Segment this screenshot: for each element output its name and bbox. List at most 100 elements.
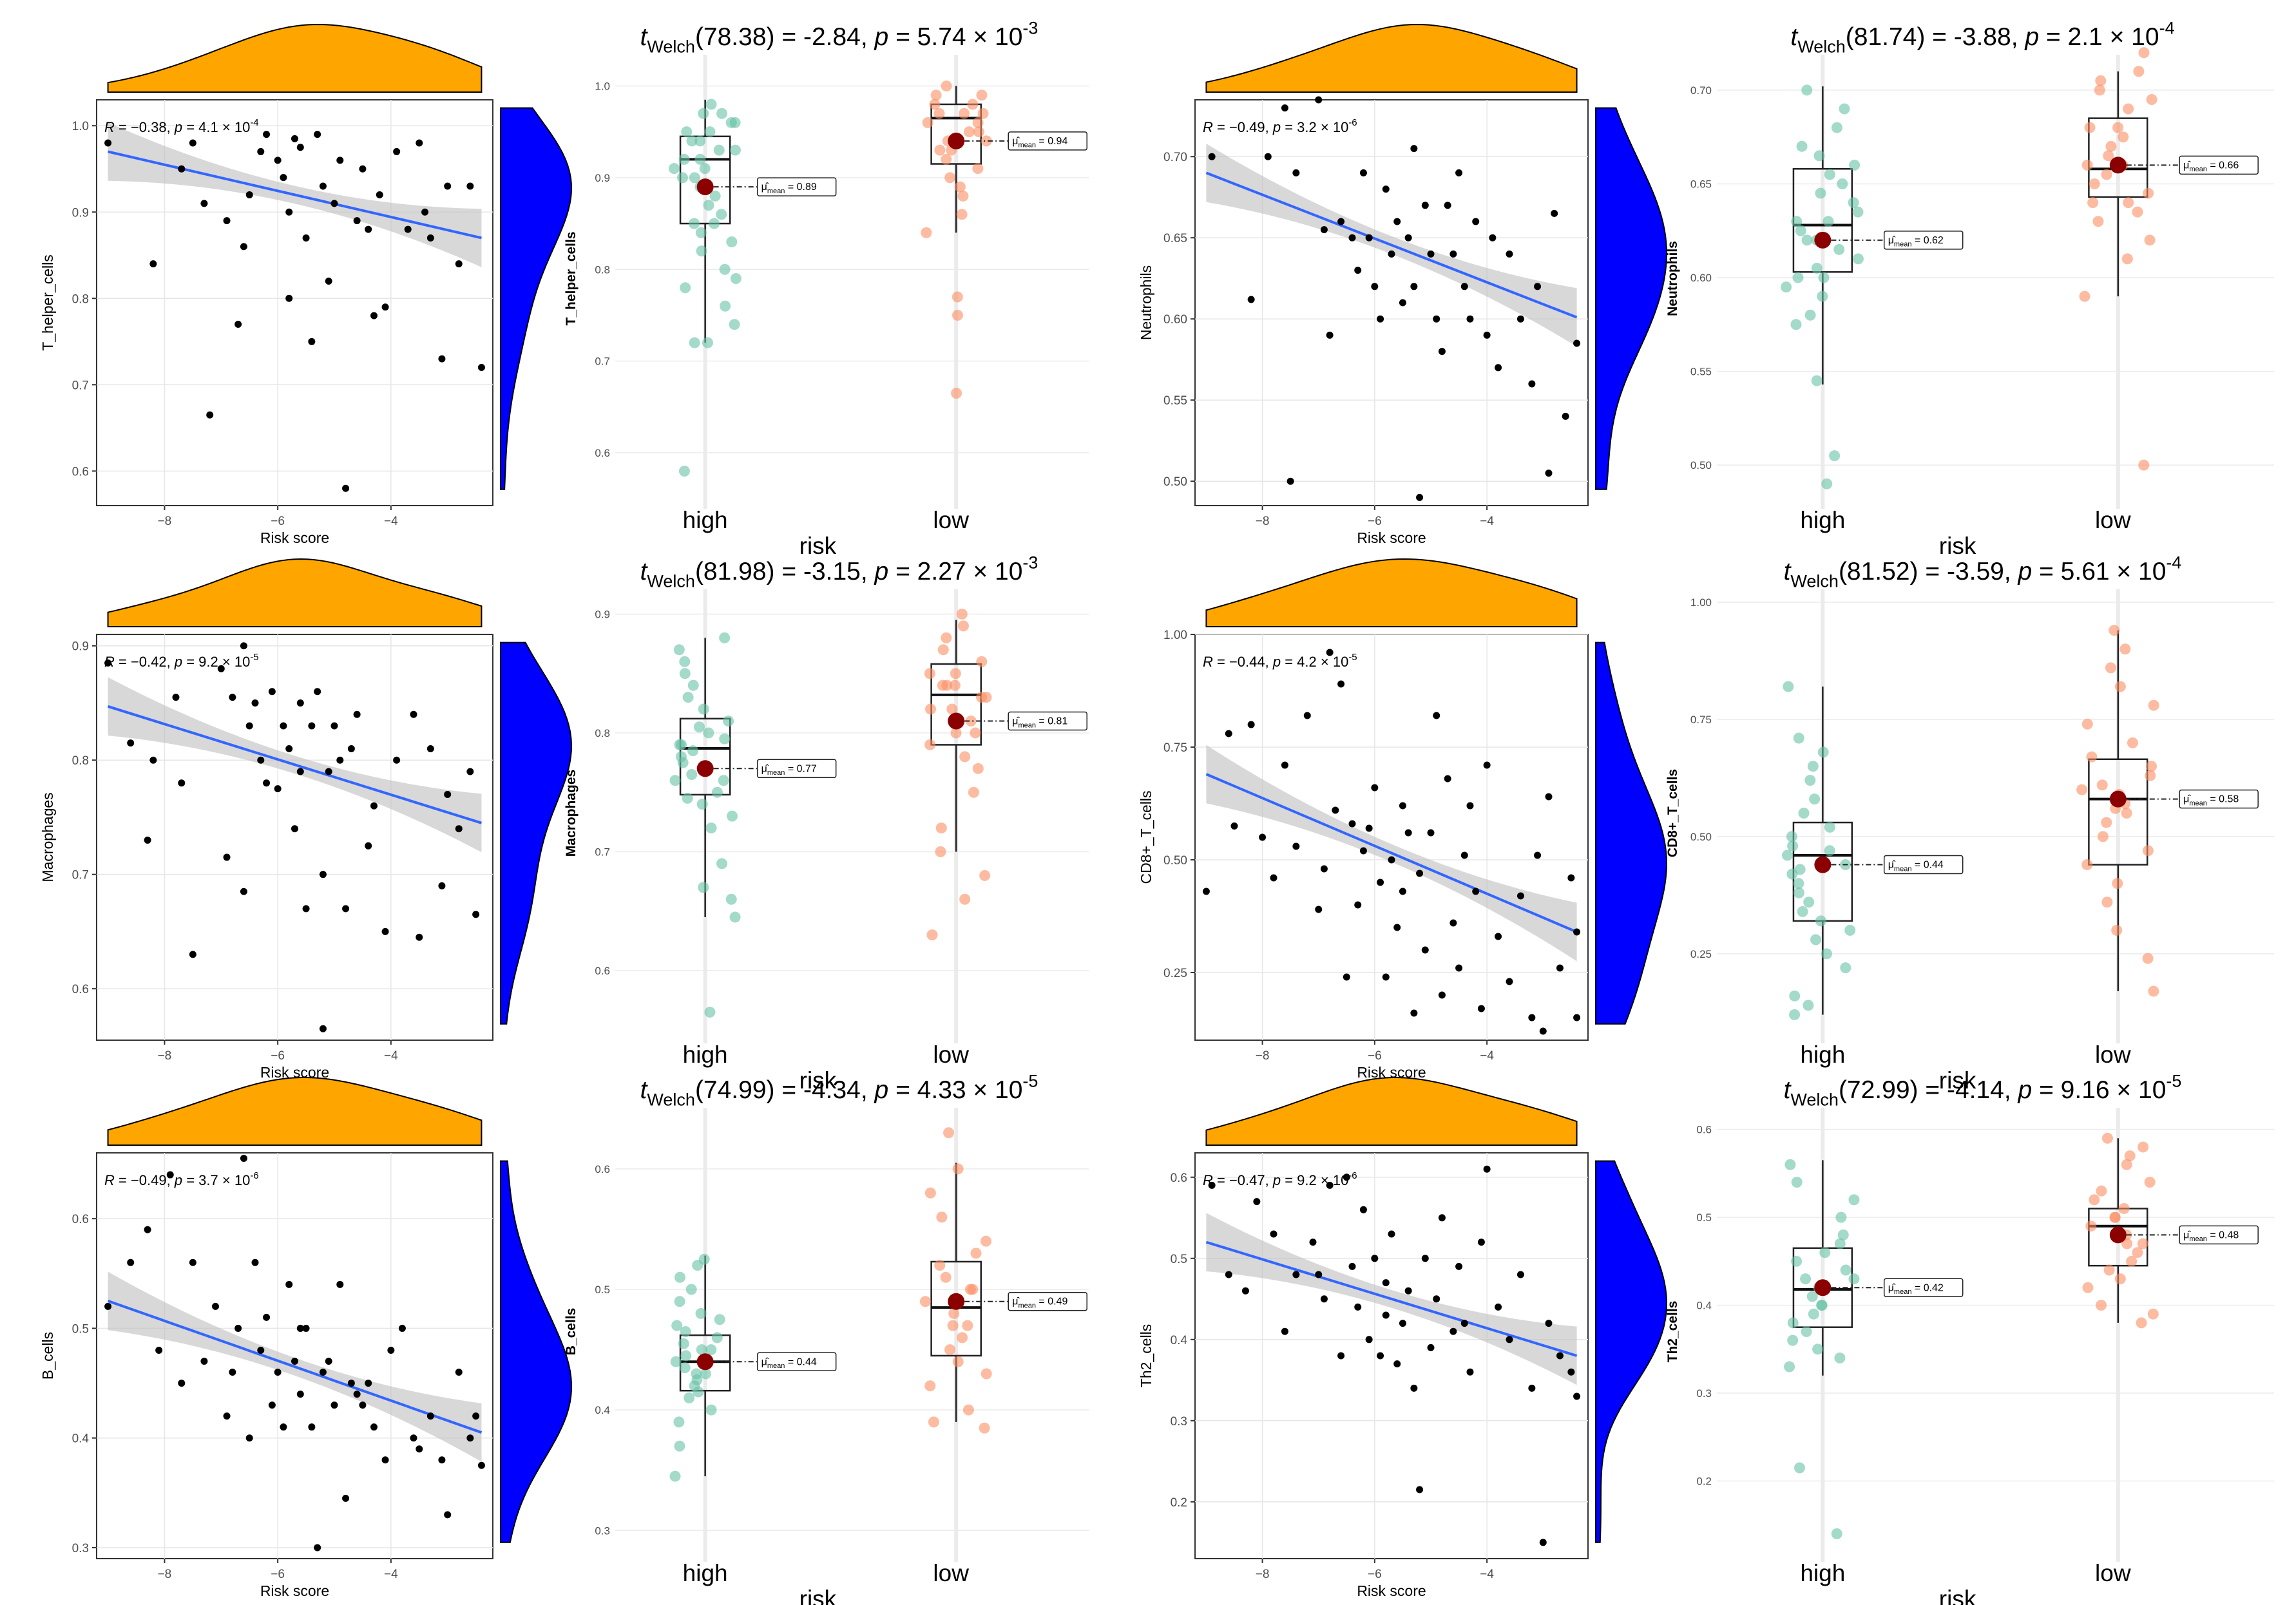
y-axis-label: B_cells (564, 1308, 579, 1356)
scatter-point (268, 1401, 276, 1409)
scatter-point (1404, 1287, 1412, 1295)
y-tick-label: 0.75 (1690, 714, 1712, 726)
scatter-point (274, 157, 282, 164)
jitter-point (2132, 206, 2143, 218)
scatter-point (1483, 1165, 1491, 1173)
scatter-point (416, 933, 423, 941)
y-tick-label: 0.55 (1690, 366, 1712, 378)
scatter-point (1495, 364, 1502, 372)
mean-point (948, 1293, 965, 1310)
scatter-point (1208, 153, 1216, 160)
scatter-point (1545, 793, 1553, 801)
scatter-point (325, 768, 332, 775)
scatter-point (1377, 878, 1384, 886)
scatter-point (1562, 412, 1569, 420)
scatter-point (1534, 283, 1542, 290)
jitter-point (948, 1307, 960, 1319)
jitter-point (929, 99, 941, 110)
jitter-point (1793, 878, 1804, 889)
scatter-point (1410, 1384, 1418, 1392)
jitter-point (930, 90, 942, 101)
density-right (500, 1160, 573, 1543)
jitter-point (2085, 1220, 2097, 1232)
scatter-point (416, 139, 423, 147)
y-axis-label: Th2_cells (1138, 1324, 1154, 1387)
scatter-point (212, 1302, 219, 1310)
jitter-point (1831, 1528, 1842, 1539)
jitter-point (698, 1253, 710, 1265)
scatter-point (1421, 202, 1429, 209)
density-top (1205, 558, 1578, 627)
scatter-point (1449, 250, 1457, 258)
jitter-point (2079, 290, 2090, 302)
scatter-point (189, 139, 196, 147)
scatter-point (342, 905, 350, 913)
jitter-point (704, 1007, 716, 1018)
x-tick-label: −8 (158, 1568, 172, 1581)
x-axis-label: risk (1939, 533, 1976, 559)
scatter-point (398, 1324, 406, 1332)
scatter-point (1354, 267, 1362, 274)
scatter-point (302, 234, 310, 242)
y-axis-label: B_cells (39, 1332, 56, 1380)
jitter-point (937, 644, 949, 656)
jitter-point (2121, 253, 2133, 265)
jitter-point (1794, 1462, 1805, 1474)
jitter-point (705, 1404, 717, 1416)
jitter-point (924, 1380, 936, 1392)
scatter-point (1506, 250, 1513, 258)
jitter-point (714, 1314, 725, 1325)
box-body (2088, 117, 2148, 198)
mean-point (2109, 790, 2127, 808)
box-panel-th2-cells: tWelch(72.99) = -4.14, p = 9.16 × 10-5 0.… (1665, 1071, 2274, 1605)
jitter-point (2114, 681, 2126, 692)
y-tick-label: 0.5 (1171, 1253, 1187, 1266)
mean-label: μ̂mean = 0.44 (761, 1356, 817, 1370)
jitter-point (678, 466, 690, 477)
scatter-point (1281, 761, 1288, 769)
mean-label: μ̂mean = 0.94 (1012, 136, 1067, 149)
scatter-point (178, 779, 186, 787)
jitter-point (972, 163, 984, 175)
scatter-point (285, 208, 293, 216)
jitter-point (1810, 934, 1822, 945)
scatter-point (1410, 145, 1418, 153)
y-tick-label: 0.9 (595, 608, 610, 620)
scatter-point (466, 182, 474, 190)
y-tick-label: 0.25 (1163, 967, 1187, 980)
group-label-high: high (683, 1041, 728, 1068)
scatter-point (1416, 1486, 1424, 1494)
scatter-point (1343, 1173, 1350, 1181)
jitter-point (2112, 878, 2123, 889)
jitter-point (1787, 1317, 1799, 1329)
jitter-point (694, 135, 706, 147)
jitter-point (1797, 906, 1808, 917)
scatter-point (1247, 721, 1255, 728)
jitter-point (1848, 1194, 1860, 1206)
scatter-point (1404, 829, 1412, 837)
jitter-point (1801, 234, 1813, 246)
scatter-point (1354, 901, 1362, 909)
scatter-point (285, 1280, 293, 1288)
jitter-point (682, 792, 693, 804)
scatter-point (280, 174, 287, 182)
box-panel-t-helper-cells: tWelch(78.38) = -2.84, p = 5.74 × 10-3 0.… (564, 18, 1089, 559)
scatter-point (1495, 1303, 1502, 1311)
scatter-point (291, 825, 298, 833)
jitter-point (1809, 793, 1821, 805)
scatter-point (1433, 315, 1440, 323)
jitter-point (699, 163, 711, 175)
jitter-point (2109, 625, 2120, 636)
x-axis-label: Risk score (1357, 529, 1426, 546)
jitter-point (1794, 864, 1806, 875)
jitter-point (2123, 103, 2134, 115)
y-tick-label: 0.8 (72, 754, 89, 768)
density-right (500, 107, 573, 490)
scatter-point (319, 871, 327, 878)
jitter-point (951, 387, 962, 399)
jitter-point (952, 1163, 964, 1175)
jitter-point (680, 282, 691, 294)
jitter-point (941, 632, 952, 643)
jitter-point (727, 810, 738, 822)
jitter-point (2081, 718, 2093, 730)
